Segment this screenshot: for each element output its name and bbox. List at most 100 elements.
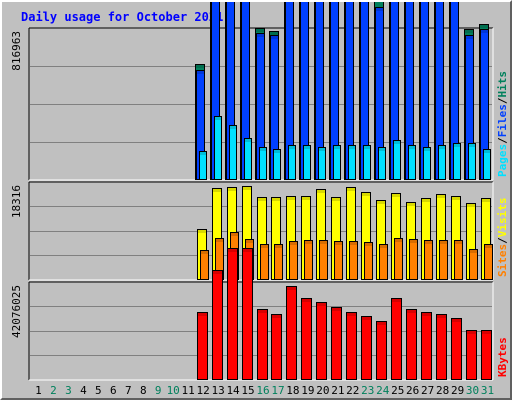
bar-cap [271,36,278,39]
bar-cap [261,245,268,248]
bar-cap [272,198,280,201]
day-label-29: 29 [451,384,464,397]
bar-sites-day-16 [260,244,269,280]
day-label-18: 18 [286,384,299,397]
bar-kbytes-day-29 [451,318,462,380]
bar-pages-day-26 [408,145,416,180]
bar-sites-day-29 [454,240,463,280]
bar-cap [257,34,264,37]
bar-cap [409,146,415,149]
bar-kbytes-day-26 [406,309,417,380]
bar-cap [440,241,447,244]
bar-cap [482,331,491,334]
day-label-5: 5 [95,384,102,397]
bar-cap [425,241,432,244]
bar-cap [196,65,204,68]
legend-entry: Files [496,104,509,137]
bar-cap [424,148,430,151]
bar-sites-day-27 [424,240,433,280]
day-label-14: 14 [226,384,240,397]
bar-cap [347,313,356,316]
y-max-label: 816963 [10,31,23,71]
bar-pages-day-15 [244,138,252,180]
bar-cap [290,242,297,245]
bar-cap [319,148,325,151]
day-label-7: 7 [125,384,132,397]
bar-cap [287,287,296,290]
bar-cap [452,197,460,200]
bar-cap [362,317,371,320]
bar-cap [380,245,387,248]
bar-cap [274,150,280,153]
series-legend: Pages/Files/Hits [496,71,509,177]
bar-cap [200,152,206,155]
day-label-24: 24 [376,384,390,397]
bar-pages-day-30 [468,143,476,180]
bar-cap [258,310,267,313]
bar-kbytes-day-30 [466,330,477,380]
bar-cap [275,245,282,248]
bar-cap [422,313,431,316]
day-label-3: 3 [65,384,72,397]
legend-entry: Visits [496,198,509,238]
bar-cap [213,189,221,192]
bar-cap [364,146,370,149]
bar-cap [198,230,206,233]
day-label-19: 19 [301,384,314,397]
bar-cap [485,245,492,248]
bar-cap [481,30,488,33]
bar-cap [258,198,266,201]
bar-cap [466,36,473,39]
bar-pages-day-29 [453,143,461,180]
day-label-20: 20 [316,384,329,397]
bar-cap [197,71,204,74]
day-label-22: 22 [346,384,359,397]
bar-kbytes-day-31 [481,330,492,380]
series-kbytes [197,248,492,380]
day-label-27: 27 [421,384,434,397]
bar-cap [480,25,488,28]
bar-kbytes-day-12 [197,312,208,380]
bar-sites-day-31 [484,244,493,280]
bar-cap [198,313,207,316]
bar-sites-day-24 [379,244,388,280]
chart-title: Daily usage for October 2021 [21,10,223,24]
bar-cap [467,331,476,334]
bar-sites-day-30 [469,249,478,280]
bar-kbytes-day-24 [376,321,387,380]
bar-cap [482,199,490,202]
bar-cap [379,148,385,151]
bar-kbytes-day-25 [391,298,402,380]
bar-cap [470,250,477,253]
bar-cap [215,117,221,120]
bar-cap [332,198,340,201]
day-label-1: 1 [35,384,42,397]
bar-pages-day-28 [438,145,446,180]
bar-cap [395,239,402,242]
bar-cap [407,310,416,313]
day-label-13: 13 [211,384,224,397]
bar-pages-day-18 [288,145,296,180]
bar-cap [302,299,311,302]
day-label-10: 10 [167,384,180,397]
bar-cap [228,188,236,191]
bar-pages-day-31 [483,149,491,180]
bar-pages-day-14 [229,125,237,180]
bar-cap [347,188,355,191]
legend-entry: Sites [496,244,509,277]
bar-sites-day-21 [334,241,343,280]
bar-cap [334,146,340,149]
bar-cap [216,239,223,242]
bar-cap [304,146,310,149]
bar-cap [231,233,238,236]
y-max-label: 42076025 [10,285,23,338]
chart-panels: 816963 Pages/Files/Hits 18316 Sites / Visits 4… [10,2,509,381]
legend-entry: / [496,97,509,104]
day-label-16: 16 [256,384,269,397]
bar-cap [270,32,278,35]
bar-cap [320,241,327,244]
bar-sites-day-28 [439,240,448,280]
bar-sites-day-26 [409,239,418,280]
y-max-label: 18316 [10,185,23,218]
bar-cap [260,148,266,151]
